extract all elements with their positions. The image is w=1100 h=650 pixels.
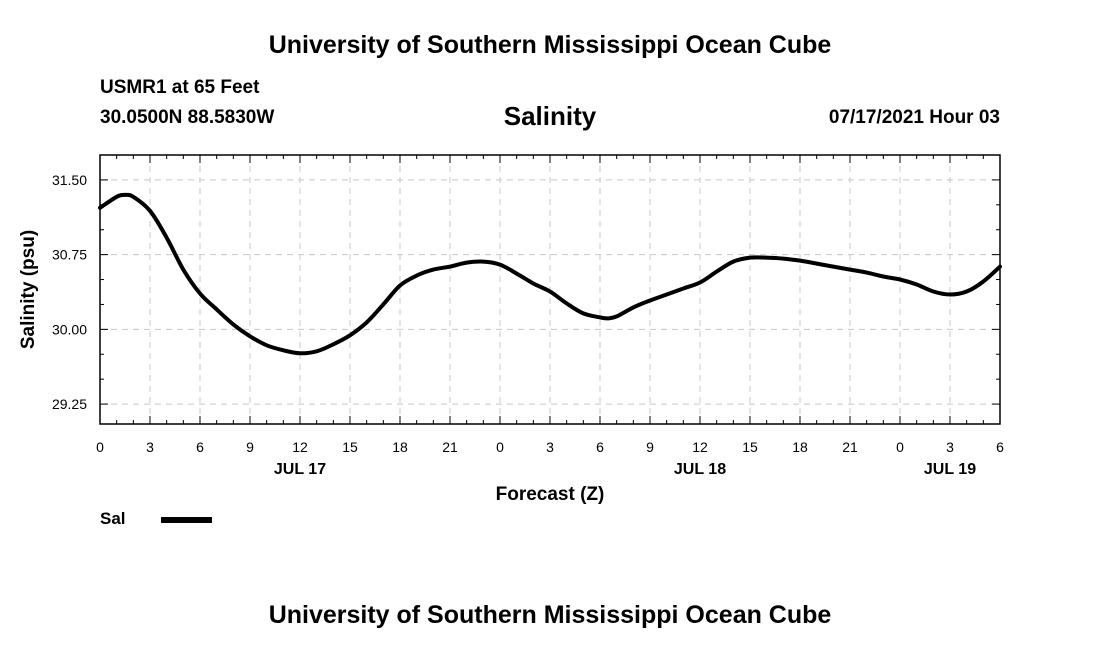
legend-label: Sal: [100, 509, 126, 528]
x-tick-label: 6: [196, 439, 204, 455]
x-tick-label: 15: [742, 439, 758, 455]
station-coords: 30.0500N 88.5830W: [100, 107, 275, 128]
series-line-sal: [98, 192, 1002, 356]
x-tick-label: 3: [946, 439, 954, 455]
y-tick-label: 30.75: [52, 247, 87, 263]
x-date-label: JUL 17: [274, 461, 326, 478]
x-tick-label: 9: [246, 439, 254, 455]
station-label: USMR1 at 65 Feet: [100, 77, 260, 98]
chart-title: Salinity: [503, 101, 597, 131]
x-tick-label: 21: [842, 439, 858, 455]
bottom-title: University of Southern Mississippi Ocean…: [268, 601, 832, 629]
x-tick-label: 0: [896, 439, 904, 455]
forecast-datetime: 07/17/2021 Hour 03: [828, 107, 1000, 128]
x-date-label: JUL 18: [674, 461, 726, 478]
x-axis-label: Forecast (Z): [496, 484, 605, 505]
x-tick-label: 0: [96, 439, 104, 455]
x-tick-label: 6: [996, 439, 1004, 455]
x-tick-label: 12: [292, 439, 308, 455]
y-axis-label: Salinity (psu): [18, 230, 39, 349]
x-date-label: JUL 19: [924, 461, 976, 478]
y-tick-label: 31.50: [52, 172, 87, 188]
top-title: University of Southern Mississippi Ocean…: [268, 31, 832, 59]
x-tick-label: 18: [392, 439, 408, 455]
x-tick-label: 3: [146, 439, 154, 455]
x-tick-label: 0: [496, 439, 504, 455]
x-tick-label: 6: [596, 439, 604, 455]
x-tick-label: 18: [792, 439, 808, 455]
y-tick-label: 30.00: [52, 321, 87, 337]
x-tick-label: 12: [692, 439, 708, 455]
x-tick-label: 21: [442, 439, 458, 455]
y-tick-label: 29.25: [52, 396, 87, 412]
legend-line-swatch: [161, 517, 212, 523]
x-tick-label: 15: [342, 439, 358, 455]
x-tick-label: 9: [646, 439, 654, 455]
x-tick-label: 3: [546, 439, 554, 455]
